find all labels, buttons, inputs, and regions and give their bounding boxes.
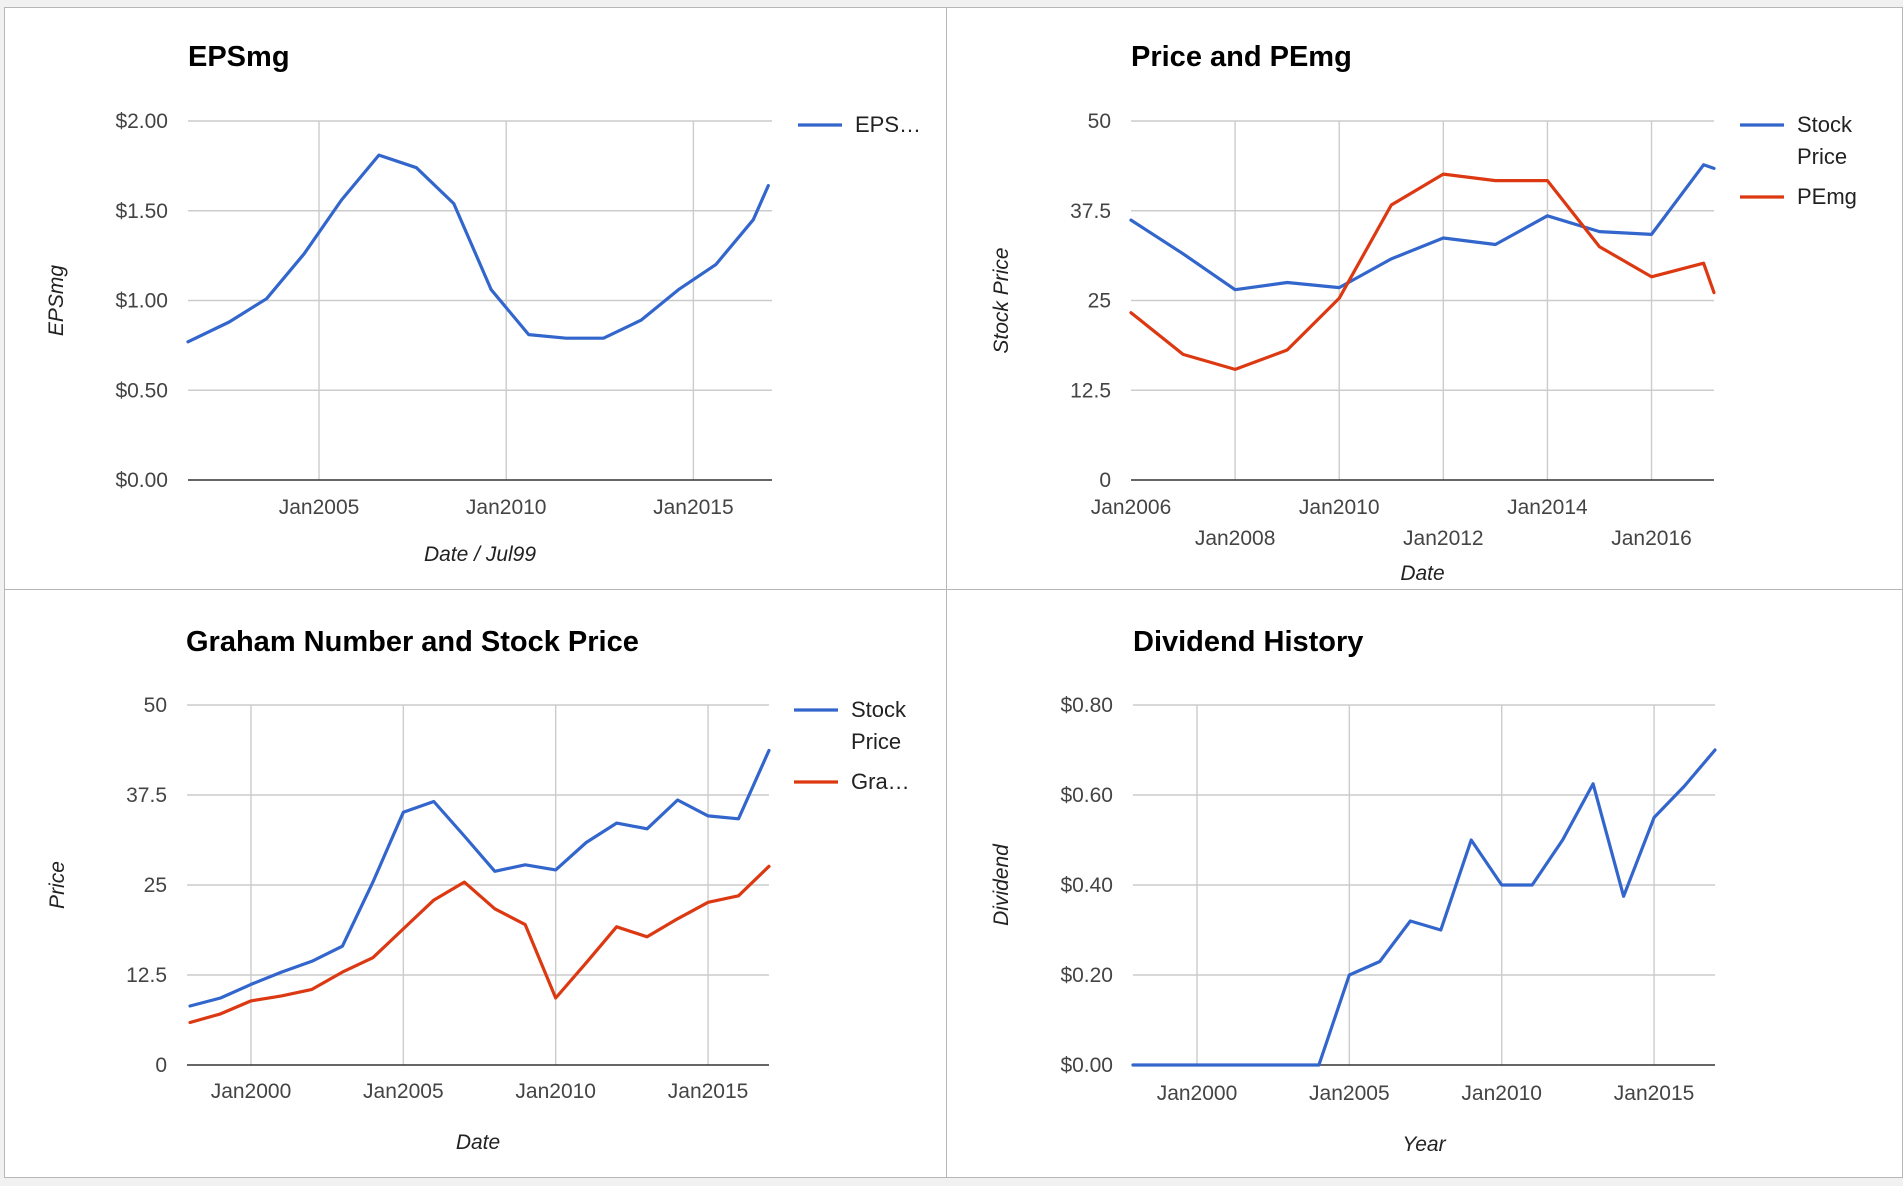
- dividend-svg: Dividend History $0.00 $0.20 $0.40 $0.60 $0.8…: [990, 626, 1717, 1156]
- graham-number-chart-panel: Graham Number and Stock Price 0 12.5 25 37.5…: [4, 589, 947, 1178]
- x-tick-label: Jan2000: [1157, 1082, 1238, 1105]
- y-tick-label: 50: [1088, 110, 1111, 133]
- y-tick-label: 37.5: [126, 784, 167, 807]
- x-tick-label: Jan2015: [653, 496, 734, 519]
- x-tick-label: Jan2000: [211, 1080, 292, 1103]
- y-tick-label: $0.20: [1060, 964, 1113, 987]
- y-axis-title: Dividend: [990, 843, 1013, 926]
- x-tick-label: Jan2005: [363, 1080, 444, 1103]
- price-pemg-chart-panel: Price and PEmg 0 12.5 25 37.5 50 Jan2006 Jan200…: [946, 7, 1903, 590]
- y-tick-label: 50: [144, 694, 167, 717]
- series-line-0: [1131, 748, 1717, 1067]
- series-line-0: [188, 748, 771, 1008]
- x-tick-label: Jan2012: [1403, 527, 1484, 550]
- y-tick-label: $1.50: [115, 200, 168, 223]
- x-tick-label: Jan2010: [515, 1080, 596, 1103]
- price-pemg-svg: Price and PEmg 0 12.5 25 37.5 50 Jan2006 Jan200…: [990, 41, 1857, 585]
- y-tick-label: $1.00: [115, 290, 168, 313]
- x-tick-label: Jan2016: [1611, 527, 1692, 550]
- x-tick-label: Jan2010: [1461, 1082, 1542, 1105]
- legend-label-1: Gra…: [851, 769, 910, 794]
- y-tick-label: 37.5: [1070, 200, 1111, 223]
- y-axis-title: EPSmg: [45, 265, 68, 337]
- x-axis-title: Date: [1400, 562, 1444, 585]
- x-axis-title: Year: [1402, 1133, 1446, 1156]
- y-tick-label: $0.00: [1060, 1054, 1113, 1077]
- x-axis-title: Date / Jul99: [424, 543, 536, 566]
- y-tick-label: $0.00: [115, 469, 168, 492]
- chart-title: Graham Number and Stock Price: [186, 626, 639, 658]
- y-tick-label: $0.50: [115, 379, 168, 402]
- series-line-0: [1129, 163, 1716, 292]
- y-tick-label: 0: [155, 1054, 167, 1077]
- epsmg-svg: EPSmg $0.00 $0.50 $1.00 $1.50 $2.00 Jan2005 Jan…: [45, 41, 921, 566]
- x-tick-label: Jan2015: [1614, 1082, 1695, 1105]
- graham-svg: Graham Number and Stock Price 0 12.5 25 37.5…: [46, 626, 910, 1154]
- chart-title: Dividend History: [1133, 626, 1363, 658]
- x-axis-title: Date: [456, 1131, 500, 1154]
- x-tick-label: Jan2010: [466, 496, 547, 519]
- x-tick-label: Jan2008: [1195, 527, 1276, 550]
- dividend-history-chart-panel: Dividend History $0.00 $0.20 $0.40 $0.60 $0.8…: [946, 589, 1903, 1178]
- legend-label-0: Price: [851, 729, 901, 754]
- y-tick-label: $0.60: [1060, 784, 1113, 807]
- x-tick-label: Jan2005: [279, 496, 360, 519]
- x-tick-label: Jan2015: [668, 1080, 749, 1103]
- y-tick-label: $0.40: [1060, 874, 1113, 897]
- legend-label-1: PEmg: [1797, 184, 1857, 209]
- y-tick-label: 12.5: [126, 964, 167, 987]
- x-tick-label: Jan2014: [1507, 496, 1588, 519]
- y-axis-title: Stock Price: [990, 247, 1013, 353]
- series-line-1: [188, 864, 771, 1025]
- epsmg-chart-panel: EPSmg $0.00 $0.50 $1.00 $1.50 $2.00 Jan2005 Jan…: [4, 7, 947, 590]
- y-tick-label: 25: [1088, 290, 1111, 313]
- y-tick-label: $2.00: [115, 110, 168, 133]
- x-tick-label: Jan2010: [1299, 496, 1380, 519]
- series-line-1: [1129, 172, 1716, 371]
- y-tick-label: 12.5: [1070, 379, 1111, 402]
- legend-label-0: EPS…: [855, 112, 921, 137]
- y-tick-label: 25: [144, 874, 167, 897]
- legend-label-0: Stock: [851, 697, 907, 722]
- y-tick-label: $0.80: [1060, 694, 1113, 717]
- legend-label-0: Stock: [1797, 112, 1853, 137]
- series-line-0: [186, 153, 770, 344]
- y-tick-label: 0: [1099, 469, 1111, 492]
- chart-title: Price and PEmg: [1131, 41, 1352, 73]
- y-axis-title: Price: [46, 861, 69, 909]
- chart-title: EPSmg: [188, 41, 290, 73]
- legend-label-0: Price: [1797, 144, 1847, 169]
- x-tick-label: Jan2005: [1309, 1082, 1390, 1105]
- x-tick-label: Jan2006: [1091, 496, 1172, 519]
